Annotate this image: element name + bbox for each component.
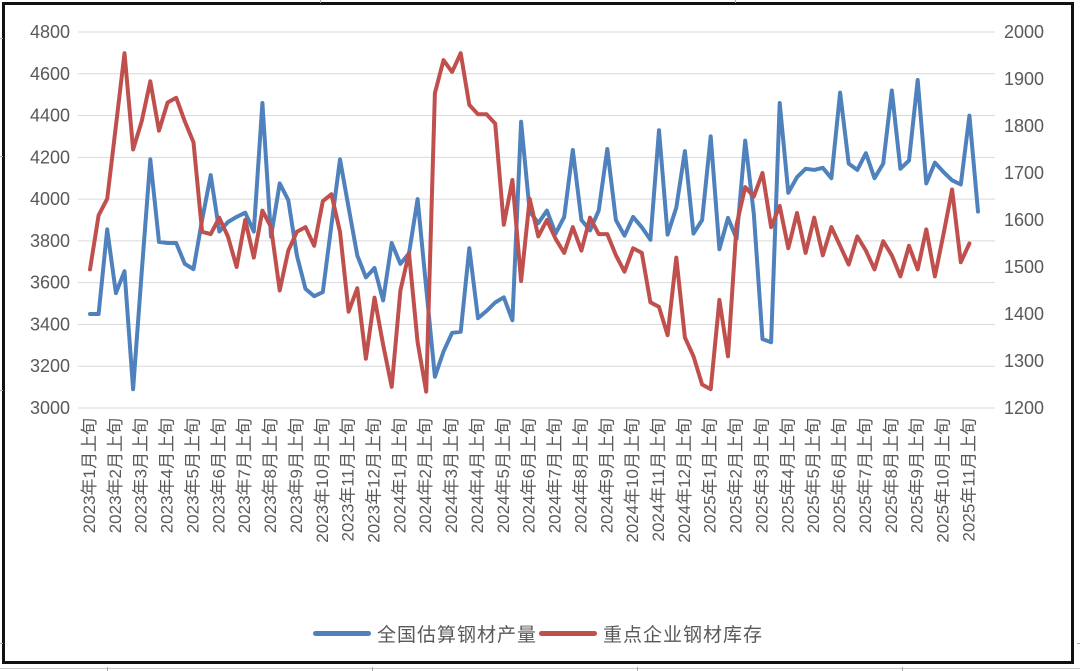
x-axis-tick-label: 2023年12月上旬 — [365, 418, 384, 543]
x-axis: 2023年1月上旬 2023年2月上旬 2023年3月上旬 2023年4月上旬 2023… — [80, 418, 978, 543]
right-axis-tick-label: 2000 — [1004, 22, 1044, 42]
x-axis-tick-label: 2024年2月上旬 — [416, 418, 435, 533]
x-axis-tick-label: 2023年11月上旬 — [339, 418, 358, 541]
x-axis-tick-label: 2024年8月上旬 — [571, 418, 590, 533]
x-axis-tick-label: 2024年12月上旬 — [675, 418, 694, 543]
x-axis-tick-label: 2025年4月上旬 — [778, 418, 797, 533]
excel-remnant-tick — [0, 643, 3, 644]
right-axis-tick-label: 1700 — [1004, 163, 1044, 183]
right-axis-tick-label: 1900 — [1004, 69, 1044, 89]
legend-label-inventory: 重点企业钢材库存 — [603, 625, 764, 646]
left-axis-tick-label: 4000 — [30, 189, 70, 209]
x-axis-tick-label: 2023年6月上旬 — [209, 418, 228, 533]
right-axis: 2000 1900 1800 1700 1600 1500 1400 1300 1200 — [1004, 22, 1044, 418]
excel-remnant-tick — [637, 667, 638, 671]
right-axis-tick-label: 1800 — [1004, 116, 1044, 136]
x-axis-tick-label: 2025年10月上旬 — [934, 418, 953, 543]
x-axis-tick-label: 2025年6月上旬 — [830, 418, 849, 533]
x-axis-tick-label: 2023年1月上旬 — [80, 418, 99, 533]
x-axis-tick-label: 2024年5月上旬 — [494, 418, 513, 533]
chart-frame: 4800 4600 4400 4200 4000 3800 3600 3400 3200 3000… — [2, 2, 1074, 664]
line-chart: 4800 4600 4400 4200 4000 3800 3600 3400 3200 3000… — [30, 22, 1044, 543]
x-axis-tick-label: 2025年11月上旬 — [959, 418, 978, 541]
x-axis-tick-label: 2023年5月上旬 — [183, 418, 202, 533]
x-axis-tick-label: 2023年2月上旬 — [106, 418, 125, 533]
left-axis-tick-label: 3600 — [30, 273, 70, 293]
legend: 全国估算钢材产量 重点企业钢材库存 — [5, 620, 1071, 647]
excel-remnant-tick — [0, 156, 3, 157]
series-line-inventory[interactable] — [88, 51, 972, 394]
x-axis-tick-label: 2024年10月上旬 — [623, 418, 642, 543]
right-axis-tick-label: 1400 — [1004, 304, 1044, 324]
left-axis-tick-label: 3800 — [30, 231, 70, 251]
x-axis-tick-label: 2023年8月上旬 — [261, 418, 280, 533]
x-axis-tick-label: 2024年4月上旬 — [468, 418, 487, 533]
x-axis-tick-label: 2025年5月上旬 — [804, 418, 823, 533]
x-axis-tick-label: 2023年4月上旬 — [158, 418, 177, 533]
legend-item-inventory[interactable]: 重点企业钢材库存 — [539, 620, 763, 647]
right-axis-tick-label: 1500 — [1004, 257, 1044, 277]
x-axis-tick-label: 2023年3月上旬 — [132, 418, 151, 533]
x-axis-tick-label: 2024年9月上旬 — [597, 418, 616, 533]
right-axis-tick-label: 1600 — [1004, 210, 1044, 230]
right-axis-tick-label: 1200 — [1004, 398, 1044, 418]
excel-remnant-tick — [320, 0, 321, 3]
legend-line-blue-icon — [312, 631, 371, 636]
x-axis-tick-label: 2023年7月上旬 — [235, 418, 254, 533]
excel-remnant-tick — [1077, 643, 1080, 644]
x-axis-tick-label: 2023年9月上旬 — [287, 418, 306, 533]
excel-remnant-tick — [735, 0, 736, 3]
legend-item-production[interactable]: 全国估算钢材产量 — [312, 620, 537, 647]
series-group — [88, 51, 980, 394]
left-axis-tick-label: 4200 — [30, 147, 70, 167]
x-axis-tick-label: 2025年7月上旬 — [856, 418, 875, 533]
excel-remnant-tick — [902, 667, 903, 671]
x-axis-tick-label: 2025年8月上旬 — [882, 418, 901, 533]
left-axis-tick-label: 4800 — [30, 22, 70, 42]
legend-line-red-icon — [539, 631, 597, 636]
excel-remnant-line — [0, 668, 1080, 669]
excel-remnant-tick — [372, 667, 373, 671]
x-axis-tick-label: 2025年9月上旬 — [908, 418, 927, 533]
x-axis-tick-label: 2025年3月上旬 — [752, 418, 771, 533]
right-axis-tick-label: 1300 — [1004, 351, 1044, 371]
x-axis-tick-label: 2023年10月上旬 — [313, 418, 332, 543]
x-axis-tick-label: 2025年1月上旬 — [701, 418, 720, 533]
excel-remnant-tick — [0, 38, 3, 39]
x-axis-tick-label: 2024年11月上旬 — [649, 418, 668, 541]
legend-label-production: 全国估算钢材产量 — [376, 625, 537, 646]
left-axis-tick-label: 4600 — [30, 64, 70, 84]
left-axis-tick-label: 3200 — [30, 356, 70, 376]
left-axis-tick-label: 3400 — [30, 314, 70, 334]
left-axis: 4800 4600 4400 4200 4000 3800 3600 3400 3200 3000 — [30, 22, 70, 418]
x-axis-tick-label: 2024年3月上旬 — [442, 418, 461, 533]
excel-remnant-tick — [107, 667, 108, 671]
x-axis-tick-label: 2024年1月上旬 — [390, 418, 409, 533]
excel-remnant-tick — [0, 390, 3, 391]
x-axis-tick-label: 2025年2月上旬 — [727, 418, 746, 533]
left-axis-tick-label: 3000 — [30, 398, 70, 418]
series-line-production[interactable] — [88, 78, 980, 392]
x-axis-tick-label: 2024年6月上旬 — [520, 418, 539, 533]
left-axis-tick-label: 4400 — [30, 106, 70, 126]
x-axis-tick-label: 2024年7月上旬 — [546, 418, 565, 533]
